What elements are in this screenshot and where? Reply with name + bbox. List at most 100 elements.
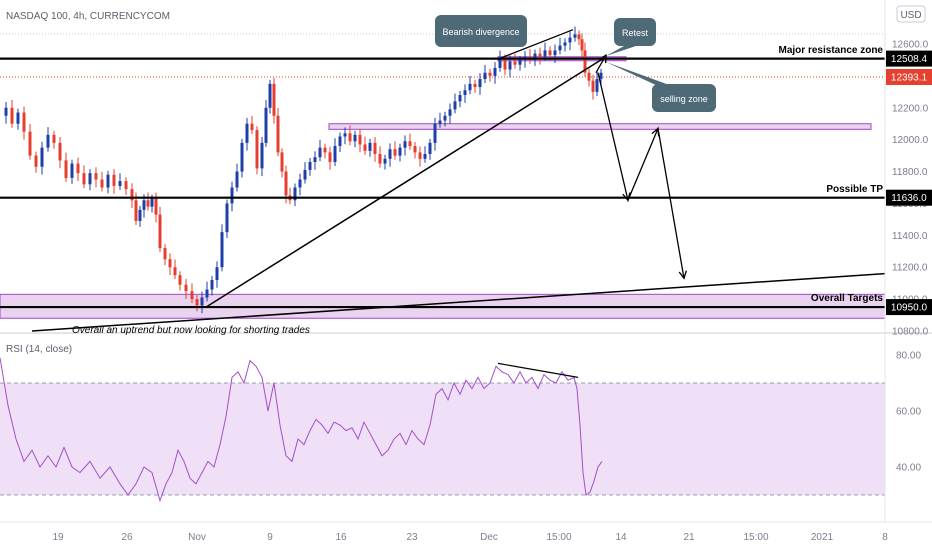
candle-body xyxy=(458,95,462,102)
candle-body xyxy=(142,200,146,210)
price-label-tag xyxy=(886,189,932,206)
candle-body xyxy=(195,299,199,306)
candle-body xyxy=(423,154,427,159)
candle-body xyxy=(205,289,209,298)
x-tick-label: 15:00 xyxy=(546,532,571,543)
support-flip-zone[interactable] xyxy=(328,123,872,130)
price-label-text: 12393.1 xyxy=(891,72,928,83)
candle-body xyxy=(573,34,577,38)
candle-body xyxy=(276,115,280,153)
candle-body xyxy=(363,144,367,151)
candle-body xyxy=(40,147,44,167)
bearish-divergence-callout[interactable]: Bearish divergence xyxy=(435,15,527,47)
price-label-tag xyxy=(886,299,932,316)
candle-body xyxy=(76,163,80,174)
candle-body xyxy=(16,112,20,124)
candle-body xyxy=(168,259,172,268)
candle-body xyxy=(591,80,595,92)
candle-body xyxy=(553,50,557,56)
selling-zone-text: selling zone xyxy=(660,94,708,104)
x-tick-label: 26 xyxy=(121,532,133,543)
rsi-axis: 80.00 60.00 40.00 xyxy=(896,351,921,474)
candle-body xyxy=(408,141,412,147)
grid-layer xyxy=(0,33,885,78)
retest-callout[interactable]: Retest xyxy=(606,18,656,56)
y-tick-label: 10800.0 xyxy=(892,327,929,338)
candle-body xyxy=(94,173,98,180)
x-tick-label: 19 xyxy=(52,532,64,543)
time-axis[interactable]: 19 26 Nov 9 16 23 Dec 15:00 14 21 15:00 2021 8 xyxy=(52,532,888,543)
x-tick-label: 14 xyxy=(615,532,627,543)
candle-body xyxy=(260,142,264,169)
candle-body xyxy=(378,154,382,164)
candle-body xyxy=(255,130,259,169)
x-tick-label: 8 xyxy=(882,532,888,543)
candle-body xyxy=(563,42,567,46)
retest-pointer xyxy=(606,46,636,56)
y-tick-label: 11400.0 xyxy=(892,231,928,242)
candle-body xyxy=(333,146,337,162)
candle-body xyxy=(200,297,204,306)
candle-body xyxy=(308,161,312,170)
candle-body xyxy=(538,53,542,57)
candle-body xyxy=(64,160,68,178)
divergence-rsi-line[interactable] xyxy=(497,362,579,378)
candle-body xyxy=(508,61,512,70)
currency-button[interactable]: USD xyxy=(896,5,926,23)
retest-box xyxy=(614,18,656,46)
candle-body xyxy=(413,146,417,153)
candle-body xyxy=(28,131,32,156)
candle-body xyxy=(599,72,603,80)
candle-body xyxy=(577,34,581,40)
candle-body xyxy=(190,291,194,300)
candle-body xyxy=(46,134,50,148)
candle-body xyxy=(418,152,422,159)
candle-body xyxy=(293,187,297,201)
candle-body xyxy=(488,72,492,76)
candle-body xyxy=(220,232,224,268)
y-tick-label: 11800.0 xyxy=(892,167,928,178)
candle-body xyxy=(513,61,517,65)
currency-label: USD xyxy=(900,10,921,21)
long-term-trendline[interactable] xyxy=(31,272,886,332)
candle-body xyxy=(230,187,234,204)
currency-button-frame xyxy=(896,5,926,23)
retest-text: Retest xyxy=(622,28,649,38)
candle-body xyxy=(548,50,552,56)
candle-layer xyxy=(4,26,603,314)
candle-body xyxy=(438,120,442,124)
selling-zone-callout[interactable]: selling zone xyxy=(606,62,716,112)
divergence-price-line[interactable] xyxy=(499,29,574,59)
candle-body xyxy=(318,147,322,158)
candle-body xyxy=(154,198,158,215)
bearish-divergence-text: Bearish divergence xyxy=(442,27,519,37)
candle-body xyxy=(587,72,591,81)
candle-body xyxy=(210,279,214,290)
candle-body xyxy=(388,149,392,159)
candle-body xyxy=(468,83,472,91)
rsi-layer xyxy=(0,357,885,503)
candle-body xyxy=(398,147,402,156)
y-tick-label: 11200.0 xyxy=(892,263,928,274)
candle-body xyxy=(383,158,387,164)
candle-body xyxy=(215,267,219,280)
uptrend-line[interactable] xyxy=(205,56,607,308)
candle-body xyxy=(558,45,562,51)
rsi-line xyxy=(0,357,603,503)
possible-tp-label: Possible TP xyxy=(826,184,883,195)
candle-body xyxy=(158,214,162,249)
candle-body xyxy=(272,83,276,116)
candle-body xyxy=(52,134,56,143)
bearish-divergence-box xyxy=(435,15,527,47)
arrow-head xyxy=(678,270,687,280)
arrow-head xyxy=(651,127,660,137)
candle-body xyxy=(245,123,249,143)
candle-body xyxy=(134,200,138,221)
chart-title: NASDAQ 100, 4h, CURRENCYCOM xyxy=(6,11,170,22)
projection-path[interactable] xyxy=(597,72,685,279)
candle-body xyxy=(173,267,177,276)
candle-body xyxy=(184,284,188,292)
candle-body xyxy=(240,142,244,172)
candle-body xyxy=(473,83,477,88)
candle-body xyxy=(338,136,342,147)
